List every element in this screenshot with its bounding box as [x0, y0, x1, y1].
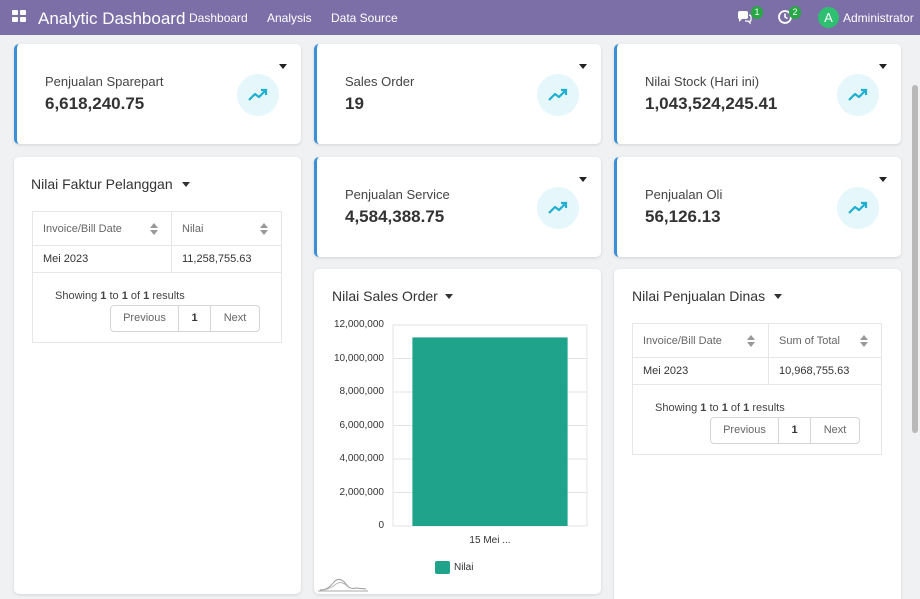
kpi-label: Nilai Stock (Hari ini): [645, 74, 760, 89]
kpi-card-penjualan-service: Penjualan Service 4,584,388.75: [314, 157, 601, 257]
panel-nilai-penjualan-dinas: Nilai Penjualan Dinas Invoice/Bill Date …: [614, 269, 901, 599]
table-header-row: Invoice/Bill Date Sum of Total: [633, 324, 881, 358]
y-tick-label: 4,000,000: [339, 453, 385, 464]
page-1-button[interactable]: 1: [779, 418, 811, 443]
trending-up-icon: [537, 74, 579, 116]
table-cell: 10,968,755.63: [768, 358, 883, 384]
panel-title[interactable]: Nilai Faktur Pelanggan: [31, 176, 173, 192]
pagination-summary: Showing 1 to 1 of 1 results: [655, 402, 785, 414]
column-header-invoice-date[interactable]: Invoice/Bill Date: [643, 334, 722, 347]
y-tick-label: 10,000,000: [333, 352, 384, 364]
pagination-summary: Showing 1 to 1 of 1 results: [55, 290, 185, 302]
panel-dropdown-caret-icon[interactable]: [774, 294, 782, 299]
chart-bar[interactable]: [412, 337, 568, 526]
card-menu-caret-icon[interactable]: [579, 64, 587, 69]
user-avatar[interactable]: A: [818, 7, 839, 28]
card-menu-caret-icon[interactable]: [879, 64, 887, 69]
sort-icon[interactable]: [747, 334, 755, 347]
nav-link-data-source[interactable]: Data Source: [331, 11, 398, 25]
previous-page-button[interactable]: Previous: [711, 418, 779, 443]
kpi-label: Penjualan Service: [345, 187, 450, 202]
panel-nilai-faktur-pelanggan: Nilai Faktur Pelanggan Invoice/Bill Date…: [14, 157, 301, 594]
trending-up-icon: [837, 74, 879, 116]
card-menu-caret-icon[interactable]: [879, 177, 887, 182]
page-1-button[interactable]: 1: [179, 306, 211, 331]
table-header-row: Invoice/Bill Date Nilai: [33, 212, 281, 246]
next-page-button[interactable]: Next: [223, 312, 247, 324]
trending-up-icon: [837, 187, 879, 229]
kpi-label: Sales Order: [345, 74, 415, 89]
trending-up-icon: [237, 74, 279, 116]
activity-badge: 2: [789, 6, 801, 19]
messages-badge: 1: [751, 6, 763, 19]
next-page-button[interactable]: Next: [823, 424, 847, 436]
column-header-sum-of-total[interactable]: Sum of Total: [768, 324, 883, 357]
kpi-value: 19: [345, 94, 364, 113]
sort-icon[interactable]: [860, 334, 868, 347]
kpi-card-penjualan-sparepart: Penjualan Sparepart 6,618,240.75: [14, 44, 301, 144]
kpi-value: 6,618,240.75: [45, 94, 145, 113]
table-cell: Mei 2023: [43, 253, 89, 265]
kpi-card-penjualan-oli: Penjualan Oli 56,126.13: [614, 157, 901, 257]
table-cell: 11,258,755.63: [171, 246, 283, 272]
kpi-value: 56,126.13: [645, 207, 721, 226]
panel-title[interactable]: Nilai Penjualan Dinas: [632, 288, 766, 304]
top-navbar: Analytic Dashboard Dashboard Analysis Da…: [0, 0, 920, 35]
kpi-label: Penjualan Oli: [645, 187, 723, 202]
user-menu-name[interactable]: Administrator: [843, 11, 914, 25]
previous-page-button[interactable]: Previous: [111, 306, 179, 331]
trending-up-icon: [537, 187, 579, 229]
panel-dropdown-caret-icon[interactable]: [182, 182, 190, 187]
messages-icon[interactable]: [736, 9, 754, 27]
column-header-invoice-date[interactable]: Invoice/Bill Date: [43, 222, 122, 235]
x-tick-label: 15 Mei ...: [469, 535, 511, 546]
page-scrollbar[interactable]: [912, 85, 918, 433]
kpi-value: 4,584,388.75: [345, 207, 445, 226]
nav-link-dashboard[interactable]: Dashboard: [189, 11, 248, 25]
kpi-value: 1,043,524,245.41: [645, 94, 778, 113]
kpi-card-nilai-stock: Nilai Stock (Hari ini) 1,043,524,245.41: [614, 44, 901, 144]
legend-swatch[interactable]: [435, 561, 450, 574]
panel-dropdown-caret-icon[interactable]: [445, 294, 453, 299]
kpi-card-sales-order: Sales Order 19: [314, 44, 601, 144]
table-cell: Mei 2023: [643, 365, 689, 377]
card-menu-caret-icon[interactable]: [279, 64, 287, 69]
y-tick-label: 2,000,000: [339, 486, 385, 498]
sales-order-bar-chart: [392, 324, 588, 527]
sparkline-watermark-icon: [318, 578, 368, 592]
pagination: Previous 1 Next: [710, 417, 860, 444]
faktur-table: Invoice/Bill Date Nilai Mei 2023 11,258,…: [32, 211, 282, 343]
panel-title[interactable]: Nilai Sales Order: [332, 288, 438, 304]
sort-icon[interactable]: [260, 222, 268, 235]
legend-label[interactable]: Nilai: [454, 562, 474, 573]
table-row: Mei 2023 11,258,755.63: [33, 246, 281, 273]
kpi-label: Penjualan Sparepart: [45, 74, 164, 89]
app-title[interactable]: Analytic Dashboard: [38, 9, 186, 28]
y-tick-label: 12,000,000: [333, 319, 384, 330]
column-header-nilai[interactable]: Nilai: [171, 212, 283, 245]
card-menu-caret-icon[interactable]: [579, 177, 587, 182]
y-tick-label: 8,000,000: [339, 386, 385, 397]
y-tick-label: 0: [378, 520, 384, 531]
y-tick-label: 6,000,000: [339, 419, 385, 431]
panel-nilai-sales-order: Nilai Sales Order 12,000,000 10,000,000 8,…: [314, 269, 601, 594]
table-row: Mei 2023 10,968,755.63: [633, 358, 881, 385]
sort-icon[interactable]: [150, 222, 158, 235]
pagination: Previous 1 Next: [110, 305, 260, 332]
apps-grid-icon[interactable]: [12, 10, 27, 23]
nav-link-analysis[interactable]: Analysis: [267, 11, 312, 25]
dinas-table: Invoice/Bill Date Sum of Total Mei 2023 …: [632, 323, 882, 455]
